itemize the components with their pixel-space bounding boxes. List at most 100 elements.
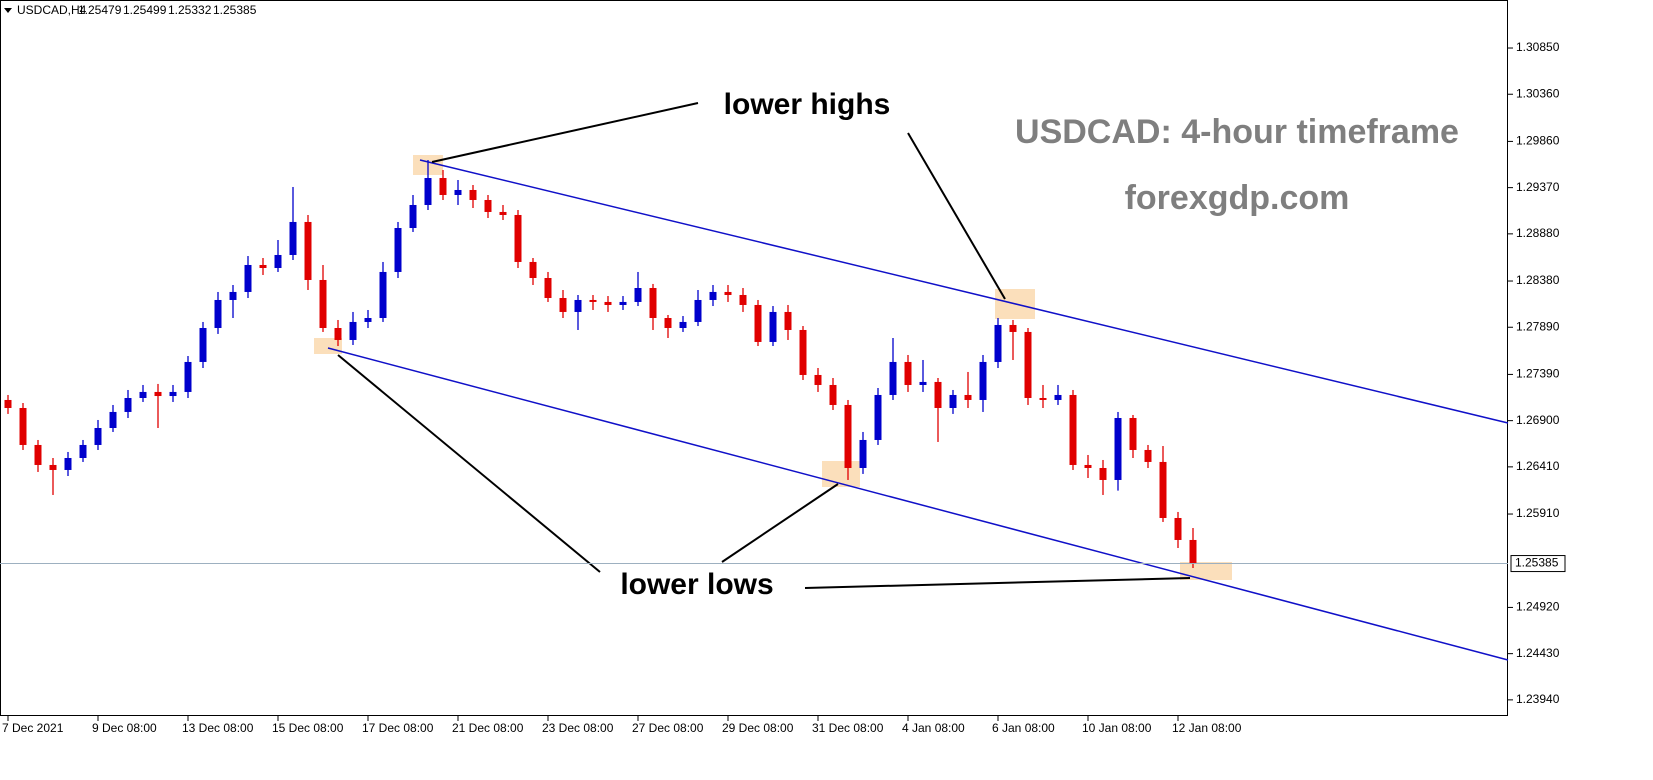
candle-body [79,444,87,458]
y-tick-label: 1.29370 [1516,180,1560,194]
candle-body [904,361,912,385]
y-tick-label: 1.27390 [1516,367,1560,381]
candle-body [499,211,507,215]
y-tick-label: 1.24920 [1516,600,1560,614]
candle-body [949,394,957,408]
candle-body [889,361,897,395]
candle-body [874,394,882,440]
pointer-line [804,577,1191,589]
candle-body [394,228,402,272]
y-tick-label: 1.30850 [1516,40,1560,54]
candle-body [319,279,327,329]
candle-body [109,411,117,428]
x-tick-label: 15 Dec 08:00 [272,721,344,735]
y-tick-label: 1.25910 [1516,506,1560,520]
y-tick-label: 1.24430 [1516,646,1560,660]
candle-body [199,328,207,362]
annotation: lower lows [620,568,773,601]
candle-body [274,254,282,269]
candle-body [979,361,987,400]
candle-body [844,404,852,468]
x-tick-label: 6 Jan 08:00 [992,721,1055,735]
candle-body [709,291,717,300]
candle-body [4,399,12,408]
candle-body [259,264,267,269]
x-tick-label: 17 Dec 08:00 [362,721,434,735]
candle-body [694,299,702,322]
candle-body [784,311,792,330]
annotation: lower highs [724,88,891,121]
candle-body [769,311,777,342]
candle-body [34,444,42,465]
candle-body [1189,539,1197,564]
candle-body [94,427,102,445]
candle-body [364,318,372,322]
candle-body [964,394,972,400]
y-tick-label: 1.26900 [1516,413,1560,427]
y-tick-label: 1.27890 [1516,319,1560,333]
candle-body [544,278,552,299]
plot-frame [0,0,1508,716]
y-tick-label: 1.29860 [1516,134,1560,148]
x-tick-label: 4 Jan 08:00 [902,721,965,735]
highlight-box [822,461,860,487]
y-tick-label: 1.23940 [1516,692,1560,706]
candle-body [154,391,162,397]
candle-body [1054,394,1062,400]
x-tick-label: 23 Dec 08:00 [542,721,614,735]
candle-body [124,397,132,412]
pointer-line [431,102,699,163]
candle-body [304,221,312,280]
x-tick-label: 9 Dec 08:00 [92,721,157,735]
header-value: 1.25385 [213,3,257,17]
candle-body [289,221,297,255]
candle-body [334,328,342,340]
candle-body [919,381,927,385]
candle-body [454,189,462,195]
annotation-lines [337,102,1191,589]
candle-body [439,178,447,195]
watermark: USDCAD: 4-hour timeframe [1015,113,1459,151]
x-tick-label: 7 Dec 2021 [2,721,64,735]
candle-body [604,301,612,305]
x-tick-label: 12 Jan 08:00 [1172,721,1242,735]
x-tick-label: 29 Dec 08:00 [722,721,794,735]
candle-body [1024,331,1032,398]
x-tick-label: 31 Dec 08:00 [812,721,884,735]
candle-body [1174,517,1182,540]
candle-body [1039,397,1047,400]
candle-body [739,294,747,305]
y-tick-label: 1.28880 [1516,226,1560,240]
candle-body [934,381,942,408]
candle-body [229,291,237,300]
candle-body [1084,464,1092,468]
candle-body [49,464,57,470]
x-tick-label: 27 Dec 08:00 [632,721,704,735]
y-tick-label: 1.28380 [1516,273,1560,287]
header-arrow [4,8,12,13]
candle-body [19,407,27,445]
candle-body [799,329,807,375]
x-tick-label: 10 Jan 08:00 [1082,721,1152,735]
candle-body [1009,324,1017,332]
pointer-line [721,483,839,563]
candle-body [754,304,762,342]
candle-body [484,199,492,212]
x-tick-label: 21 Dec 08:00 [452,721,524,735]
channel-lower [327,347,1509,661]
candle-body [1159,461,1167,518]
candle-body [664,318,672,329]
header-value: 1.25499 [123,3,167,17]
candle-body [1114,417,1122,480]
candle-body [859,439,867,468]
current-price-label: 1.25385 [1515,556,1559,570]
candle-body [829,384,837,405]
candle-body [469,189,477,200]
channel-upper [419,159,1509,424]
current-price-box [1510,555,1566,573]
candle-body [1069,394,1077,465]
candle-body [559,298,567,312]
candle-body [529,261,537,279]
header-value: 1.25479 [78,3,122,17]
